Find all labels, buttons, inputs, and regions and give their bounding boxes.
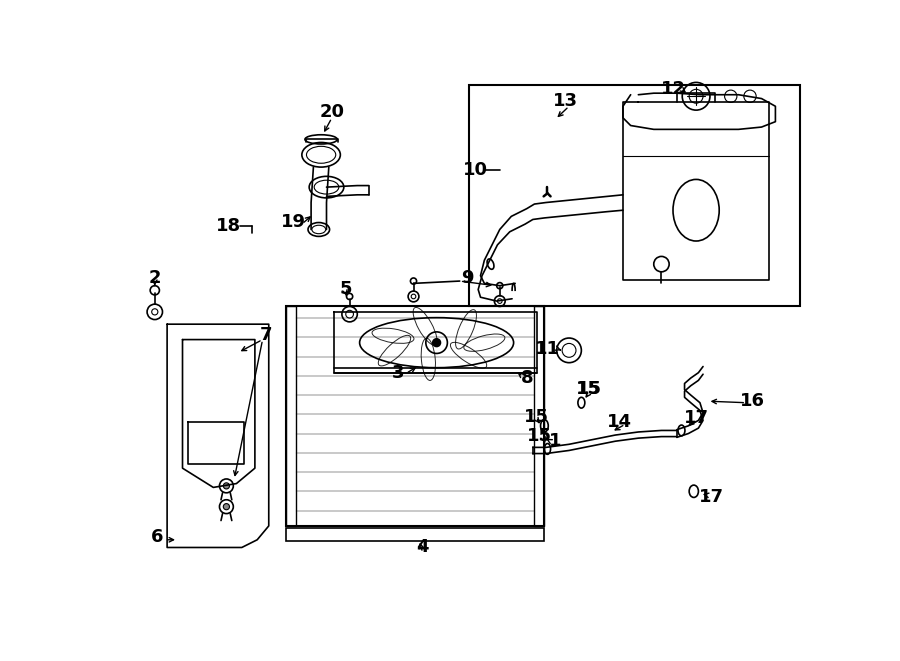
Bar — [534, 307, 544, 526]
Circle shape — [433, 339, 440, 346]
Text: 18: 18 — [216, 217, 241, 235]
Text: 1: 1 — [549, 432, 562, 450]
Text: 13: 13 — [553, 92, 578, 110]
Text: 2: 2 — [148, 269, 161, 287]
Text: 9: 9 — [461, 269, 473, 287]
Text: 14: 14 — [607, 413, 632, 431]
Text: 15: 15 — [577, 380, 602, 398]
Text: 20: 20 — [320, 102, 345, 121]
Text: 15: 15 — [576, 380, 601, 398]
Circle shape — [223, 483, 230, 489]
Text: 6: 6 — [151, 529, 164, 547]
Text: 19: 19 — [281, 213, 306, 231]
Bar — [285, 307, 296, 526]
Text: 15: 15 — [527, 427, 553, 445]
Text: 12: 12 — [661, 79, 686, 98]
Text: 15: 15 — [524, 408, 549, 426]
Text: 3: 3 — [392, 364, 404, 383]
Text: 10: 10 — [463, 161, 488, 179]
Text: 8: 8 — [521, 369, 534, 387]
Circle shape — [223, 504, 230, 510]
Bar — [285, 307, 544, 526]
Text: 5: 5 — [339, 280, 352, 297]
Text: 17: 17 — [684, 409, 708, 427]
Text: 16: 16 — [740, 392, 765, 410]
Bar — [285, 528, 544, 541]
Bar — [469, 85, 800, 307]
Text: 7: 7 — [259, 326, 272, 344]
Text: 17: 17 — [699, 488, 724, 506]
Text: 11: 11 — [535, 340, 560, 358]
Text: 4: 4 — [417, 539, 429, 557]
